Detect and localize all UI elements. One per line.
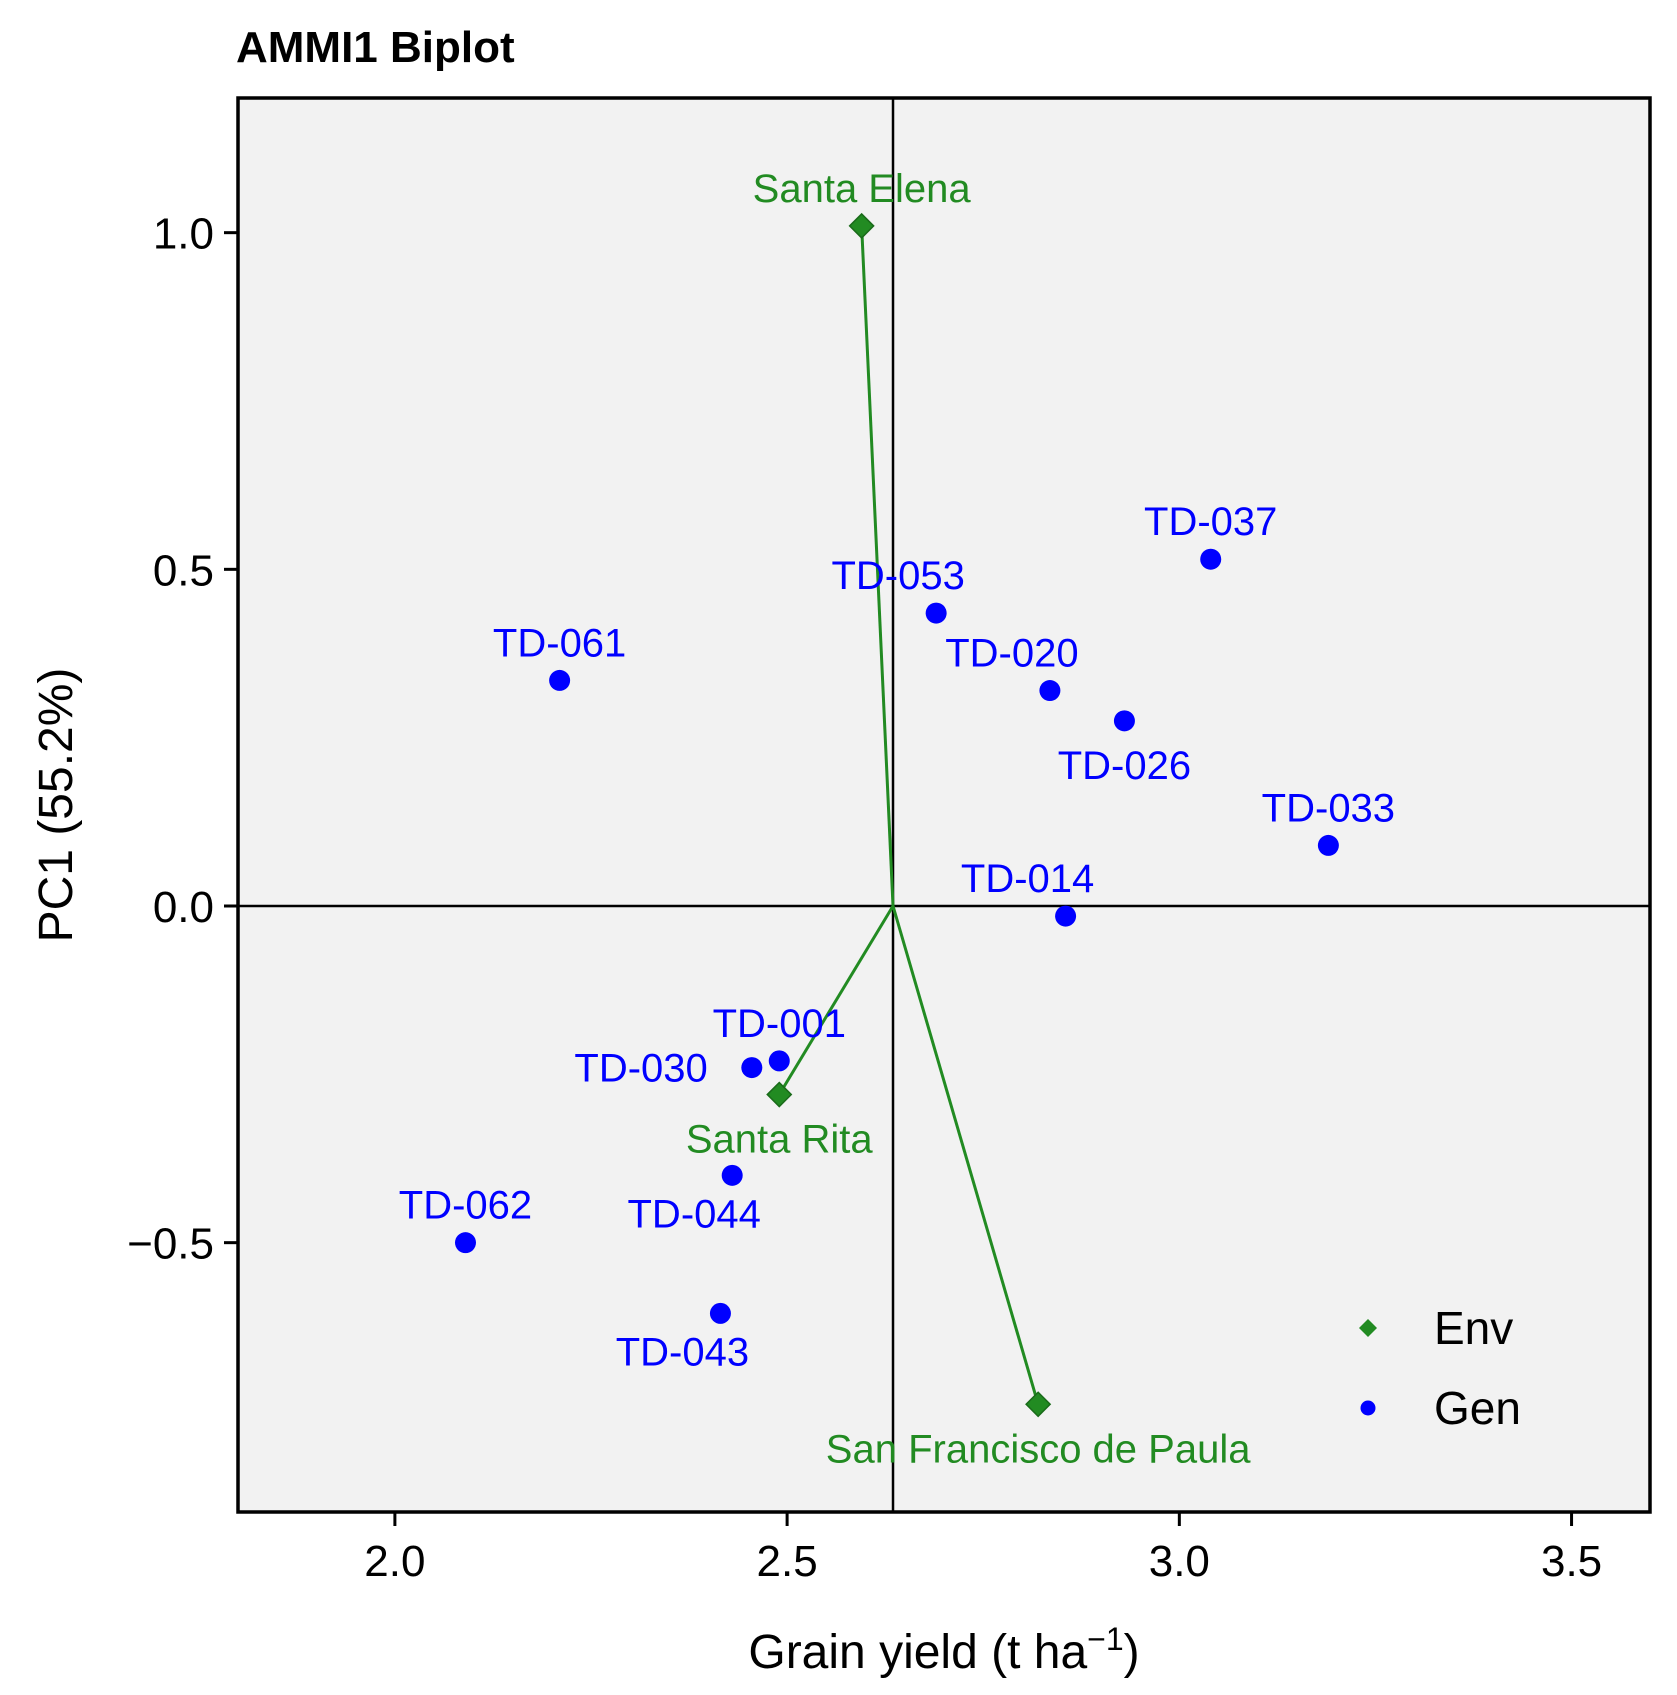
x-axis: 2.0 2.5 3.0 3.5 bbox=[364, 1512, 1602, 1586]
legend: Env Gen bbox=[1359, 1302, 1521, 1434]
x-axis-title-suffix: ) bbox=[1124, 1626, 1140, 1679]
environment-vectors bbox=[777, 225, 1040, 1405]
env-vector-san-francisco-de-paula bbox=[891, 905, 1040, 1405]
x-axis-title: Grain yield (t ha−1) bbox=[748, 1621, 1139, 1679]
legend-env-label: Env bbox=[1434, 1302, 1513, 1354]
point-label-td-044: TD-044 bbox=[628, 1192, 761, 1236]
y-axis: −0.5 0.0 0.5 1.0 bbox=[127, 210, 238, 1269]
plot-area bbox=[238, 98, 1650, 1512]
point-label-td-033: TD-033 bbox=[1262, 786, 1395, 830]
gen-point-td-037 bbox=[1200, 548, 1222, 570]
x-tick-label: 3.0 bbox=[1149, 1537, 1210, 1586]
point-label-santa-rita: Santa Rita bbox=[686, 1118, 874, 1162]
gen-point-td-001 bbox=[768, 1050, 790, 1072]
gen-point-td-053 bbox=[925, 602, 947, 624]
point-label-td-053: TD-053 bbox=[831, 554, 964, 598]
y-tick-label: 0.0 bbox=[153, 883, 214, 932]
gen-point-td-026 bbox=[1113, 710, 1135, 732]
y-axis-title: PC1 (55.2%) bbox=[30, 668, 83, 943]
env-point-santa-rita bbox=[766, 1081, 793, 1108]
gen-point-td-044 bbox=[721, 1164, 743, 1186]
point-label-td-030: TD-030 bbox=[574, 1047, 707, 1091]
point-label-td-043: TD-043 bbox=[616, 1330, 749, 1374]
x-axis-title-main: Grain yield (t ha bbox=[748, 1626, 1087, 1679]
point-label-td-026: TD-026 bbox=[1058, 744, 1191, 788]
point-label-td-001: TD-001 bbox=[713, 1002, 846, 1046]
y-tick-label: 1.0 bbox=[153, 210, 214, 259]
env-point-santa-elena bbox=[848, 212, 875, 239]
legend-env-marker bbox=[1359, 1319, 1377, 1337]
gen-point-td-014 bbox=[1055, 905, 1077, 927]
gen-point-td-061 bbox=[549, 669, 571, 691]
chart-title: AMMI1 Biplot bbox=[236, 23, 515, 72]
gen-point-td-030 bbox=[741, 1057, 763, 1079]
gen-point-td-033 bbox=[1317, 834, 1339, 856]
y-tick-label: 0.5 bbox=[153, 546, 214, 595]
point-labels: TD-037 TD-053 TD-061 TD-020 TD-026 TD-033 TD-0… bbox=[399, 167, 1395, 1471]
reference-lines bbox=[238, 98, 1650, 1512]
gen-point-td-062 bbox=[454, 1232, 476, 1254]
x-tick-label: 3.5 bbox=[1541, 1537, 1602, 1586]
plot-border bbox=[236, 96, 1652, 1514]
point-label-td-037: TD-037 bbox=[1144, 500, 1277, 544]
point-label-santa-elena: Santa Elena bbox=[753, 167, 972, 211]
point-label-td-062: TD-062 bbox=[399, 1184, 532, 1228]
point-label-td-020: TD-020 bbox=[945, 632, 1078, 676]
data-points bbox=[454, 212, 1339, 1418]
gen-point-td-043 bbox=[709, 1302, 731, 1324]
y-tick-label: −0.5 bbox=[127, 1220, 214, 1269]
x-tick-label: 2.0 bbox=[364, 1537, 425, 1586]
env-point-san-francisco-de-paula bbox=[1025, 1391, 1052, 1418]
env-vector-santa-elena bbox=[860, 225, 895, 907]
x-tick-label: 2.5 bbox=[757, 1537, 818, 1586]
point-label-san-francisco-de-paula: San Francisco de Paula bbox=[826, 1427, 1251, 1471]
point-label-td-014: TD-014 bbox=[961, 857, 1094, 901]
x-axis-title-superscript: −1 bbox=[1087, 1621, 1123, 1657]
env-vector-santa-rita bbox=[777, 905, 895, 1096]
legend-gen-marker bbox=[1360, 1400, 1376, 1416]
gen-point-td-020 bbox=[1039, 680, 1061, 702]
legend-gen-label: Gen bbox=[1434, 1382, 1521, 1434]
point-label-td-061: TD-061 bbox=[493, 621, 626, 665]
